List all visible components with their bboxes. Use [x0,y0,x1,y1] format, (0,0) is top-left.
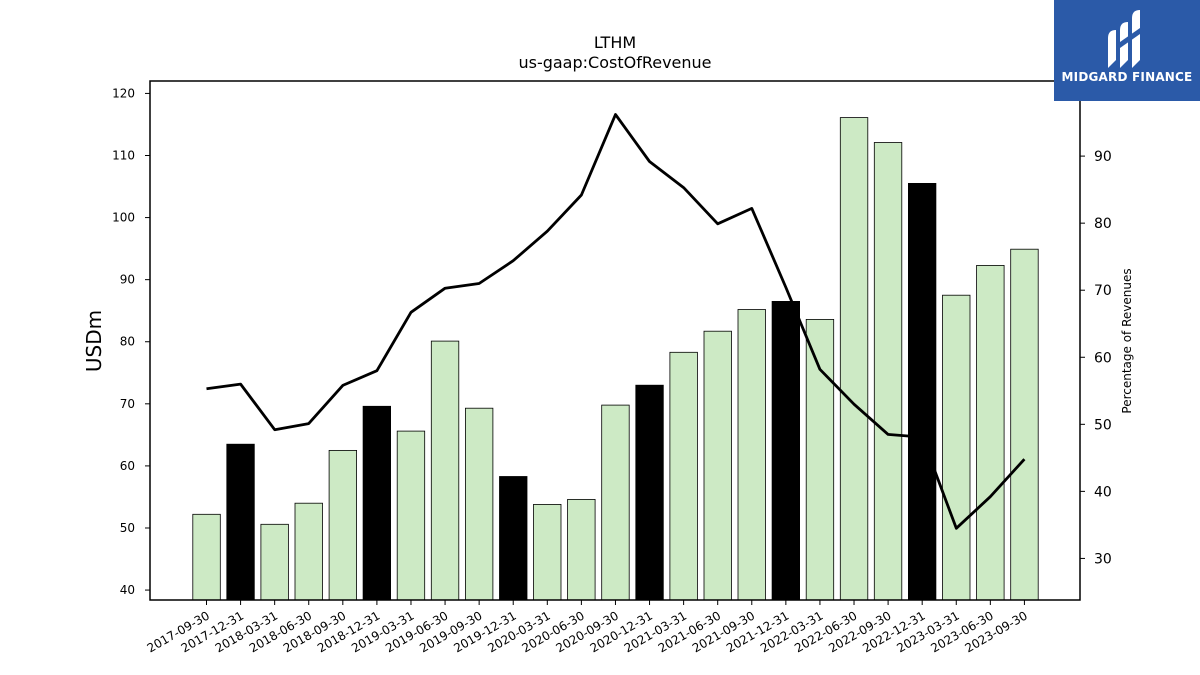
y2-axis-label: Percentage of Revenues [1120,268,1134,413]
y2-tick-label: 80 [1094,216,1112,232]
bar-2022-06-30 [839,117,869,601]
y-tick-label: 40 [120,583,135,597]
bar-2020-12-31 [635,384,664,601]
logo-text: MIDGARD FINANCE [1061,70,1193,84]
line-series [206,113,1026,530]
bar-2023-03-31 [942,294,971,601]
bar-2018-12-31 [362,405,392,601]
bar-2019-09-30 [464,407,494,601]
bar-2020-09-30 [601,404,630,601]
y2-tick-label: 70 [1094,283,1112,299]
bar-2022-03-31 [805,318,835,601]
bar-2023-06-30 [976,264,1005,601]
y-tick-label: 70 [120,397,135,411]
chart-subtitle: us-gaap:CostOfRevenue [518,53,711,72]
y2-tick-label: 30 [1094,551,1112,567]
bar-2023-09-30 [1010,248,1039,601]
bar-2021-09-30 [737,309,766,601]
y-tick-label: 100 [112,211,135,225]
midgard-logo-icon [1108,10,1140,68]
bar-2019-12-31 [499,476,528,601]
x-axis: 2017-09-302017-12-312018-03-312018-06-30… [145,600,1030,655]
bar-2021-12-31 [771,300,800,601]
y2-tick-label: 60 [1094,350,1112,366]
bar-2018-06-30 [294,502,323,601]
bar-series [192,117,1039,601]
bar-2021-03-31 [669,351,698,601]
y-axis-label: USDm [82,310,106,372]
y2-tick-label: 90 [1094,149,1112,165]
y-tick-label: 110 [112,148,135,162]
y-tick-label: 90 [120,273,135,287]
bar-2021-06-30 [703,330,732,601]
y-tick-label: 50 [120,521,135,535]
bar-2019-06-30 [430,340,460,601]
right-y-axis: 30 40 50 60 70 80 90 [1080,149,1112,567]
bar-2020-06-30 [567,498,596,601]
chart-title: LTHM [594,33,636,52]
bar-2020-03-31 [533,503,562,601]
y-tick-label: 60 [120,459,135,473]
left-y-axis: 40 50 60 70 80 90 100 110 120 [112,86,150,597]
bar-2018-09-30 [328,449,358,601]
bar-2017-09-30 [192,513,221,601]
y-tick-label: 120 [112,86,135,100]
midgard-finance-logo: MIDGARD FINANCE [1054,0,1200,101]
y-tick-label: 80 [120,335,135,349]
y2-tick-label: 50 [1094,417,1112,433]
bar-2018-03-31 [260,523,289,601]
bar-2017-12-31 [226,443,255,601]
bar-2022-12-31 [908,182,937,601]
bar-2019-03-31 [396,430,426,601]
y2-tick-label: 40 [1094,484,1112,500]
bar-2022-09-30 [873,142,903,601]
